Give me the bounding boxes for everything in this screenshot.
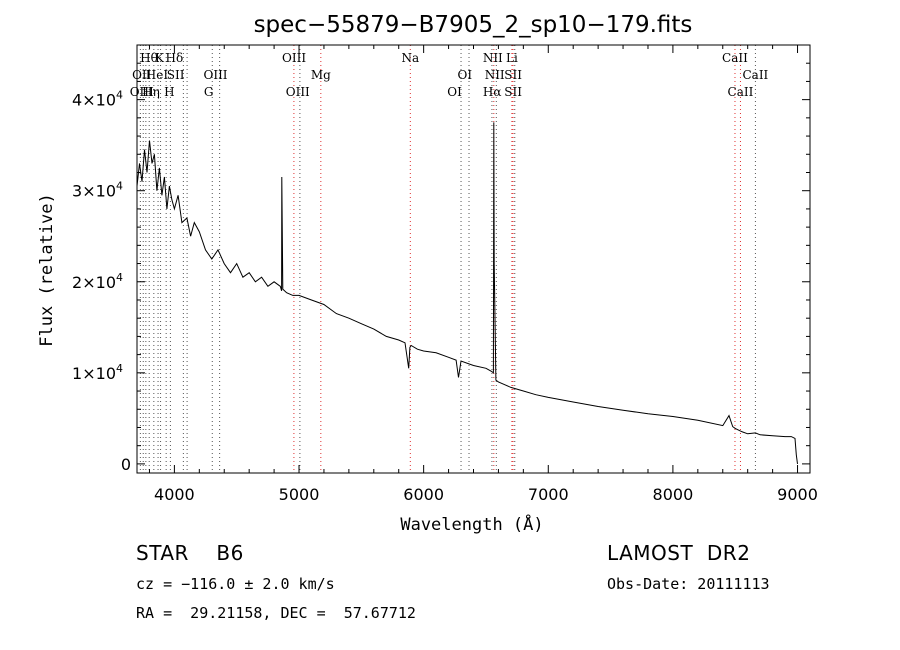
velocity-readout: cz = −116.0 ± 2.0 km/s [136,575,335,593]
line-label-24: CaII [742,68,768,82]
line-label-9: OIII [203,68,227,82]
x-tick-label-3: 7000 [528,485,569,504]
line-label-2: Hδ [166,51,184,65]
spectrum-line [136,122,798,464]
x-tick-label-0: 4000 [154,485,195,504]
line-label-20: SII [504,68,522,82]
spectral-line-markers [139,45,756,473]
line-label-22: SII [504,85,522,99]
line-label-11: OIII [282,51,306,65]
line-label-17: NII [483,51,503,65]
x-axis-label: Wavelength (Å) [400,513,543,535]
object-class: STAR B6 [136,541,244,565]
x-tick-label-2: 6000 [403,485,444,504]
coordinates: RA = 29.21158, DEC = 57.67712 [136,604,416,622]
obs-date: Obs-Date: 20111113 [607,575,770,593]
line-label-12: Mg [311,68,331,82]
line-label-15: OI [457,68,472,82]
line-label-5: SII [167,68,185,82]
line-label-23: CaII [722,51,748,65]
chart-title: spec−55879−B7905_2_sp10−179.fits [254,12,693,38]
y-tick-label-3: 3×104 [72,180,123,201]
y-tick-label-1: 1×104 [72,362,123,383]
y-axis-ticks: 0 1×104 2×104 3×104 4×104 [72,62,810,474]
line-label-21: Hα [483,85,502,99]
y-tick-label-2: 2×104 [72,271,123,292]
survey-name: LAMOST DR2 [607,541,751,565]
spectrum-chart: spec−55879−B7905_2_sp10−179.fits HθK Hδ OI… [37,12,818,535]
line-label-10: G [204,85,214,99]
x-tick-label-4: 8000 [653,485,694,504]
y-tick-label-4: 4×104 [72,89,123,110]
plot-frame [136,44,811,474]
line-label-1: K [155,51,165,65]
line-label-19: NII [485,68,505,82]
y-axis-label: Flux (relative) [37,193,57,347]
line-label-14: Na [401,51,419,65]
x-tick-label-1: 5000 [279,485,320,504]
line-label-4: HeI [146,68,169,82]
line-label-25: CaII [728,85,754,99]
line-label-16: OI [447,85,462,99]
line-label-0: Hθ [140,51,158,65]
x-axis-ticks: 4000 5000 6000 7000 8000 9000 [148,45,818,504]
line-label-6: OIII [130,85,154,99]
line-label-13: OIII [286,85,310,99]
line-label-8: H [164,85,174,99]
line-label-7: Hη [142,85,160,99]
x-tick-label-5: 9000 [777,485,818,504]
line-label-18: Li [506,51,518,65]
y-tick-label-0: 0 [121,455,131,474]
